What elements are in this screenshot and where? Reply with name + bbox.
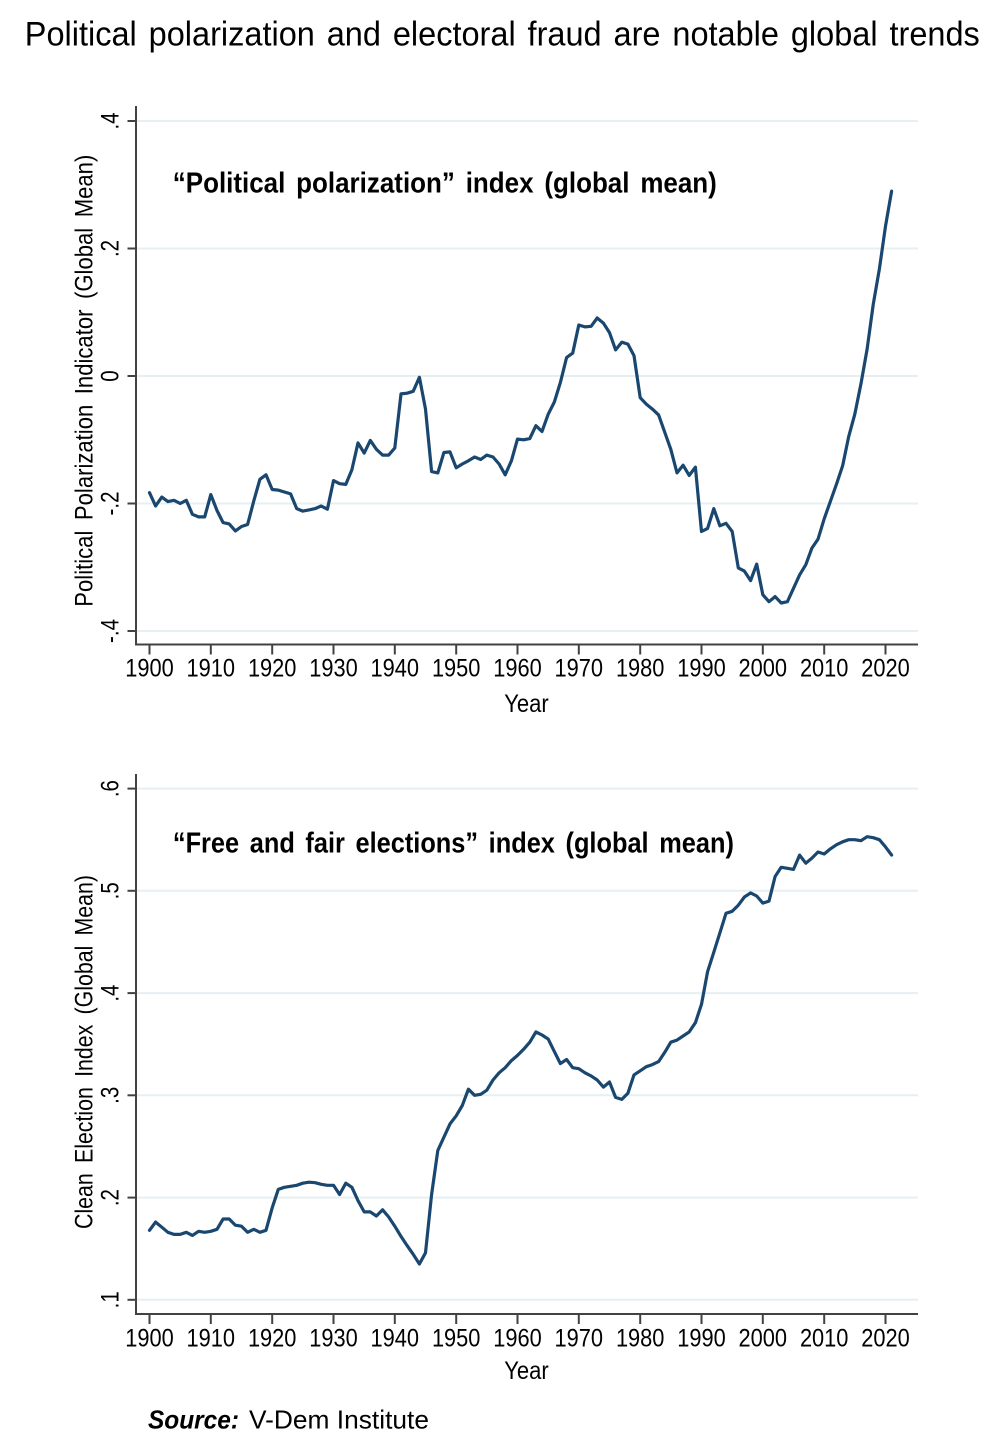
svg-text:Year: Year [504,690,549,718]
svg-text:1910: 1910 [187,1324,236,1352]
svg-text:.1: .1 [97,1291,125,1308]
svg-text:1940: 1940 [371,1324,420,1352]
svg-text:Political polarization and ele: Political polarization and electoral fra… [25,15,980,53]
svg-text:“Free and fair elections” inde: “Free and fair elections” index (global … [173,827,734,859]
svg-text:1950: 1950 [432,655,481,683]
svg-text:-.4: -.4 [97,619,125,643]
svg-text:“Political polarization” index: “Political polarization” index (global m… [173,168,717,200]
svg-text:1930: 1930 [309,1324,358,1352]
svg-text:1900: 1900 [125,1324,174,1352]
svg-text:Clean Election Index (Global M: Clean Election Index (Global Mean) [71,875,99,1229]
svg-text:1920: 1920 [248,655,297,683]
svg-text:1990: 1990 [677,655,726,683]
svg-text:0: 0 [97,370,125,381]
svg-text:-.2: -.2 [97,492,125,516]
svg-text:1960: 1960 [493,1324,542,1352]
svg-text:2020: 2020 [861,655,910,683]
svg-text:.4: .4 [97,984,125,1001]
svg-text:Year: Year [504,1357,549,1385]
svg-text:.6: .6 [97,780,125,797]
svg-text:.3: .3 [97,1087,125,1104]
svg-text:1980: 1980 [616,655,665,683]
svg-text:2010: 2010 [800,655,849,683]
svg-text:.5: .5 [97,882,125,899]
svg-text:Political Polarization Indicat: Political Polarization Indicator (Global… [71,155,99,607]
svg-text:1910: 1910 [187,655,236,683]
svg-text:1940: 1940 [371,655,420,683]
svg-text:1920: 1920 [248,1324,297,1352]
svg-text:1960: 1960 [493,655,542,683]
svg-text:1930: 1930 [309,655,358,683]
svg-text:V-Dem Institute: V-Dem Institute [249,1407,429,1435]
svg-text:.2: .2 [97,240,125,257]
svg-text:.4: .4 [97,112,125,129]
svg-text:1970: 1970 [555,655,604,683]
svg-text:1990: 1990 [677,1324,726,1352]
svg-text:2020: 2020 [861,1324,910,1352]
svg-text:Source:: Source: [148,1407,239,1435]
svg-text:1970: 1970 [555,1324,604,1352]
svg-text:1900: 1900 [125,655,174,683]
svg-text:2010: 2010 [800,1324,849,1352]
svg-text:2000: 2000 [739,1324,788,1352]
svg-text:.2: .2 [97,1189,125,1206]
svg-text:2000: 2000 [739,655,788,683]
svg-text:1950: 1950 [432,1324,481,1352]
svg-text:1980: 1980 [616,1324,665,1352]
